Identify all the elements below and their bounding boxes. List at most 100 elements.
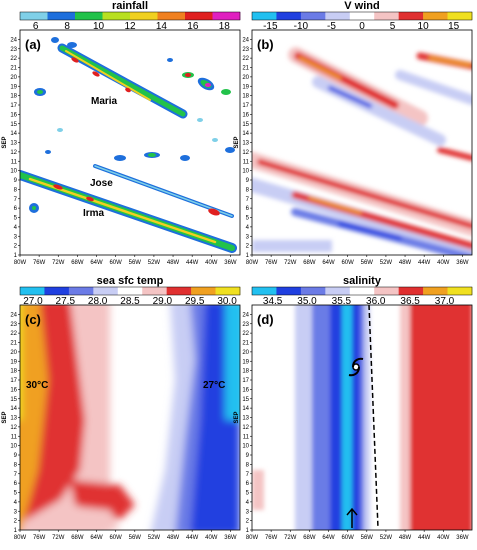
y-tick-label: 8 [14,187,18,193]
y-tick-label: 22 [242,331,249,337]
y-tick-label: 16 [242,387,249,393]
panel-label: (c) [25,312,41,327]
colorbar-segment [75,12,103,20]
x-tick-label: 40W [437,260,450,266]
y-tick-label: 2 [246,244,250,250]
colorbar-segment [447,12,473,20]
colorbar-segment [398,12,424,20]
y-tick-label: 13 [10,141,17,147]
y-tick-label: 5 [246,491,250,497]
colorbar-tick-label: 16 [187,21,199,32]
y-tick-label: 8 [14,462,18,468]
colorbar-segment [185,12,213,20]
colorbar-segment [68,287,94,295]
y-tick-label: 21 [242,341,249,347]
y-tick-label: 16 [10,387,17,393]
colorbar-tick-label: 35.0 [297,296,317,307]
colorbar-tick-label: 12 [124,21,136,32]
y-tick-label: 17 [10,103,17,109]
colorbar-tick-label: -5 [327,21,336,32]
y-tick-label: 14 [242,131,249,137]
y-tick-label: 14 [10,131,17,137]
x-tick-label: 68W [71,260,84,266]
x-tick-label: 48W [399,260,412,266]
colorbar-segment [20,287,45,295]
colorbar-frame [19,286,241,296]
colorbar-segment [398,287,424,295]
panel-label: (d) [257,312,274,327]
x-tick-label: 80W [14,260,27,266]
y-tick-label: 24 [242,312,249,318]
colorbar-title: V wind [344,0,379,12]
y-tick-label: 18 [10,94,17,100]
y-tick-label: 9 [246,178,250,184]
y-tick-label: 21 [242,66,249,72]
panel-c: sea sfc temp 27.0 27.5 28.0 28.5 29.0 29.5 30.… [2,275,241,541]
x-tick-label: 72W [284,260,297,266]
colorbar-tick-label: 36.0 [366,296,386,307]
y-tick-label: 18 [242,369,249,375]
colorbar-segment [423,12,448,20]
colorbar-segment [300,12,326,20]
colorbar-frame [251,286,473,296]
colorbar-tick-label: 0 [359,21,365,32]
y-tick-label: 3 [246,509,250,515]
colorbar-segment [215,287,241,295]
y-tick-label: 23 [10,47,17,53]
y-tick-label: 14 [242,406,249,412]
x-tick-label: 44W [186,260,199,266]
y-tick-label: 15 [10,397,17,403]
x-tick-label: 60W [109,535,122,541]
x-tick-label: 76W [265,260,278,266]
annotation-cool: 27°C [203,380,225,391]
colorbar-segment [447,287,473,295]
y-tick-label: 4 [246,225,250,231]
x-tick-label: 36W [456,535,469,541]
colorbar-title: rainfall [112,0,148,12]
y-tick-label: 10 [242,444,249,450]
y-tick-label: 20 [242,350,249,356]
colorbar-segment [252,12,277,20]
colorbar-tick-label: 10 [418,21,430,32]
colorbar-tick-label: 27.5 [56,296,76,307]
colorbar-tick-label: 34.5 [263,296,283,307]
colorbar-segment [276,12,302,20]
y-tick-label: 7 [246,472,250,478]
x-tick-label: 76W [265,535,278,541]
x-tick-label: 80W [14,535,27,541]
y-axis-label: SEP [234,411,240,423]
colorbar-segment [374,12,399,20]
y-tick-label: 6 [246,206,250,212]
y-tick-label: 9 [14,178,18,184]
y-tick-label: 2 [14,244,18,250]
y-tick-label: 20 [242,75,249,81]
y-tick-label: 11 [11,159,18,165]
y-tick-label: 15 [242,397,249,403]
colorbar-tick-label: 30.0 [217,296,237,307]
colorbar-frame [19,11,241,21]
x-tick-label: 72W [284,535,297,541]
y-tick-label: 17 [242,103,249,109]
y-tick-label: 23 [242,322,249,328]
y-tick-label: 16 [10,112,17,118]
colorbar-tick-label: 6 [33,21,39,32]
x-tick-label: 48W [167,260,180,266]
y-tick-label: 10 [10,444,17,450]
y-tick-label: 10 [242,169,249,175]
y-tick-label: 3 [246,234,250,240]
x-tick-label: 60W [341,260,354,266]
colorbar-d: salinity 34.5 35.0 35.5 36.0 36.5 37.0 [251,275,473,307]
colorbar-segment [47,12,76,20]
panel-label: (b) [257,37,274,52]
x-tick-label: 52W [380,535,393,541]
x-tick-label: 48W [399,535,412,541]
colorbar-tick-label: -15 [263,21,278,32]
panel-d: salinity 34.5 35.0 35.5 36.0 36.5 37.0 [234,275,473,541]
colorbar-segment [117,287,143,295]
y-tick-label: 5 [246,216,250,222]
colorbar-tick-label: 28.5 [120,296,140,307]
y-tick-label: 4 [246,500,250,506]
y-tick-label: 12 [242,425,249,431]
annotation-warm: 30°C [26,380,48,391]
y-tick-label: 1 [246,253,250,259]
